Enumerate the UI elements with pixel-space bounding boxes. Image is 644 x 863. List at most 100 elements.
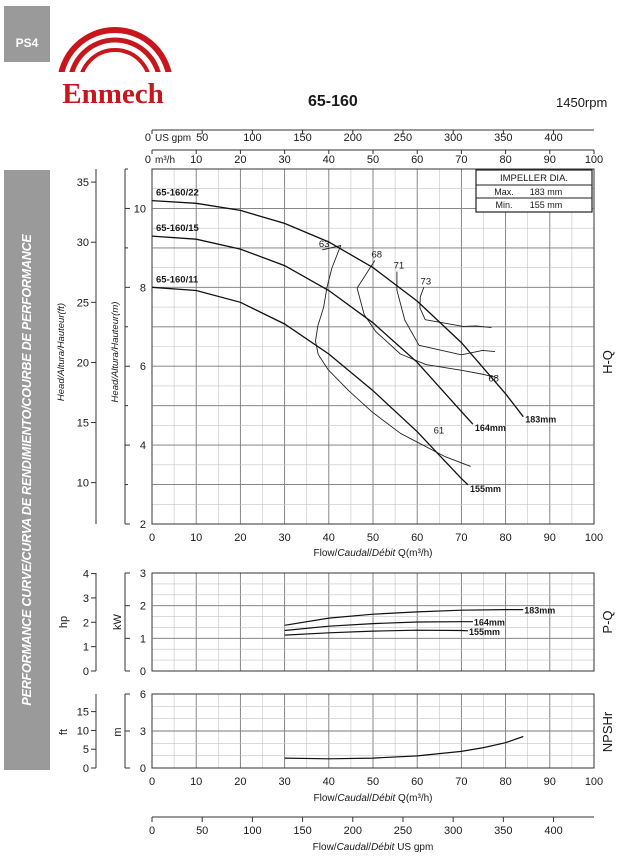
npsh-ft-tick-label: 0 [83, 763, 89, 775]
npsh-ft-tick-label: 10 [77, 725, 89, 737]
gpm-axis-title: US gpm [155, 133, 191, 144]
head-m-tick-label: 10 [134, 203, 146, 215]
npsh-ft-tick-label: 5 [83, 744, 89, 756]
impeller-row-value: 155 mm [530, 200, 563, 210]
head-curve-155mm [151, 286, 469, 486]
power-curve-label: 155mm [469, 627, 500, 637]
head-curve-name: 65-160/15 [156, 223, 200, 234]
hq-x-tick-label: 10 [190, 532, 202, 544]
series-badge: PS4 [4, 6, 50, 62]
npsh-x-tick-label: 40 [323, 776, 335, 788]
bottom-gpm-tick-label: 50 [196, 825, 208, 837]
bottom-gpm-tick-label: 150 [293, 825, 311, 837]
kw-tick-label: 0 [140, 666, 146, 678]
npsh-x-tick-label: 70 [455, 776, 467, 788]
m3h-tick-label: 100 [585, 154, 603, 166]
bottom-gpm-axis-title: Flow/Caudal/Débit US gpm [313, 842, 434, 853]
npsh-m-tick-label: 3 [140, 726, 146, 738]
m3h-tick-label: 10 [190, 154, 202, 166]
npsh-x-tick-label: 10 [190, 776, 202, 788]
m3h-tick-label: 40 [323, 154, 335, 166]
hp-tick-label: 3 [83, 593, 89, 605]
gpm-tick-label: 150 [293, 132, 311, 144]
hq-x-tick-label: 50 [367, 532, 379, 544]
power-curve-label: 183mm [524, 606, 555, 616]
npsh-x-tick-label: 20 [234, 776, 246, 788]
head-curve-end-label: 155mm [470, 484, 501, 494]
head-m-axis-title: Head/Altura/Hauteur(m) [110, 302, 121, 403]
impeller-table [475, 169, 593, 213]
head-curve-164mm [151, 235, 474, 425]
logo-mask [50, 72, 180, 108]
power-curve-155mm [284, 629, 469, 636]
npsh-m-tick-label: 0 [140, 763, 146, 775]
efficiency-label: 71 [394, 261, 405, 272]
m3h-tick-label: 50 [367, 154, 379, 166]
gpm-tick-label: 50 [196, 132, 208, 144]
npsh-x-tick-label: 30 [278, 776, 290, 788]
bottom-gpm-tick-label: 250 [394, 825, 412, 837]
gpm-tick-label: 250 [394, 132, 412, 144]
npsh-x-tick-label: 100 [585, 776, 603, 788]
hq-x-tick-label: 90 [544, 532, 556, 544]
npsh-m-axis-title: m [112, 727, 124, 736]
gpm-tick-label: 100 [243, 132, 261, 144]
brand-name: Enmech [62, 78, 164, 110]
npsh-x-tick-label: 60 [411, 776, 423, 788]
m3h-tick-label: 0 [145, 154, 151, 166]
logo-arc [67, 37, 163, 86]
gpm-tick-label: 200 [344, 132, 362, 144]
head-m-tick-label: 8 [140, 282, 146, 294]
hq-side-label: H-Q [600, 350, 615, 374]
efficiency-curve-73 [419, 287, 492, 329]
pq-side-label: P-Q [600, 610, 615, 633]
gpm-tick-label: 350 [494, 132, 512, 144]
power-curve-label: 164mm [474, 618, 505, 628]
hq-x-axis-title: Flow/Caudal/Débit Q(m³/h) [314, 548, 433, 559]
efficiency-label: 73 [421, 276, 432, 287]
speed-label: 1450rpm [556, 95, 608, 110]
model-title: 65-160 [308, 93, 358, 110]
kw-tick-label: 1 [140, 633, 146, 645]
npsh-side-label: NPSHr [600, 711, 615, 752]
head-curve-183mm [151, 199, 524, 418]
npsh-x-axis-title: Flow/Caudal/Débit Q(m³/h) [314, 793, 433, 804]
head-ft-tick-label: 25 [77, 297, 89, 309]
m3h-axis-title: m³/h [155, 155, 175, 166]
bottom-gpm-tick-label: 100 [243, 825, 261, 837]
efficiency-label: 61 [434, 425, 445, 436]
logo-arc [57, 27, 173, 86]
npsh-x-tick-label: 80 [499, 776, 511, 788]
kw-tick-label: 2 [140, 601, 146, 613]
hq-x-tick-label: 30 [278, 532, 290, 544]
m3h-tick-label: 80 [499, 154, 511, 166]
impeller-table-frame [475, 169, 593, 213]
hp-tick-label: 0 [83, 666, 89, 678]
bottom-gpm-tick-label: 300 [444, 825, 462, 837]
efficiency-curve-68 [356, 260, 498, 379]
impeller-row-label: Min. [495, 200, 512, 210]
impeller-row-value: 183 mm [530, 187, 563, 197]
gpm-tick-label: 0 [145, 132, 151, 144]
head-ft-tick-label: 10 [77, 478, 89, 490]
efficiency-label: 68 [371, 250, 382, 261]
hq-x-tick-label: 60 [411, 532, 423, 544]
head-curve-end-label: 183mm [525, 415, 556, 425]
impeller-table-title: IMPELLER DIA. [500, 173, 568, 184]
m3h-tick-label: 60 [411, 154, 423, 166]
bottom-gpm-tick-label: 400 [544, 825, 562, 837]
hq-x-tick-label: 40 [323, 532, 335, 544]
hq-x-tick-label: 0 [149, 532, 155, 544]
head-ft-tick-label: 20 [77, 357, 89, 369]
npsh-x-tick-label: 90 [544, 776, 556, 788]
pq-grid [151, 572, 595, 672]
kw-axis-title: kW [112, 613, 124, 630]
head-ft-tick-label: 30 [77, 237, 89, 249]
hp-tick-label: 1 [83, 642, 89, 654]
pq-grid-frame [151, 572, 595, 672]
npsh-x-tick-label: 0 [149, 776, 155, 788]
m3h-tick-label: 20 [234, 154, 246, 166]
hq-grid [151, 168, 595, 525]
head-ft-tick-label: 35 [77, 177, 89, 189]
